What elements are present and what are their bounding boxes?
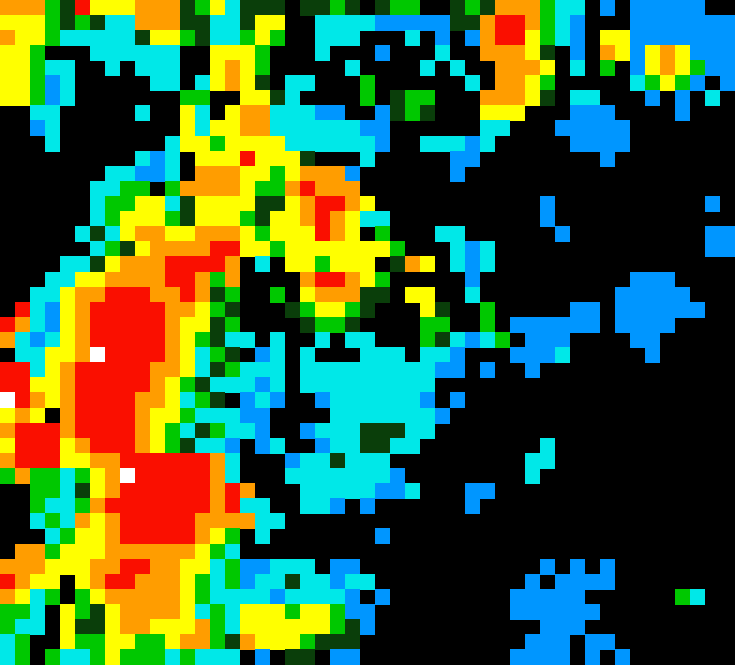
radar-intensity-image xyxy=(0,0,735,665)
weather-radar-view xyxy=(0,0,735,665)
